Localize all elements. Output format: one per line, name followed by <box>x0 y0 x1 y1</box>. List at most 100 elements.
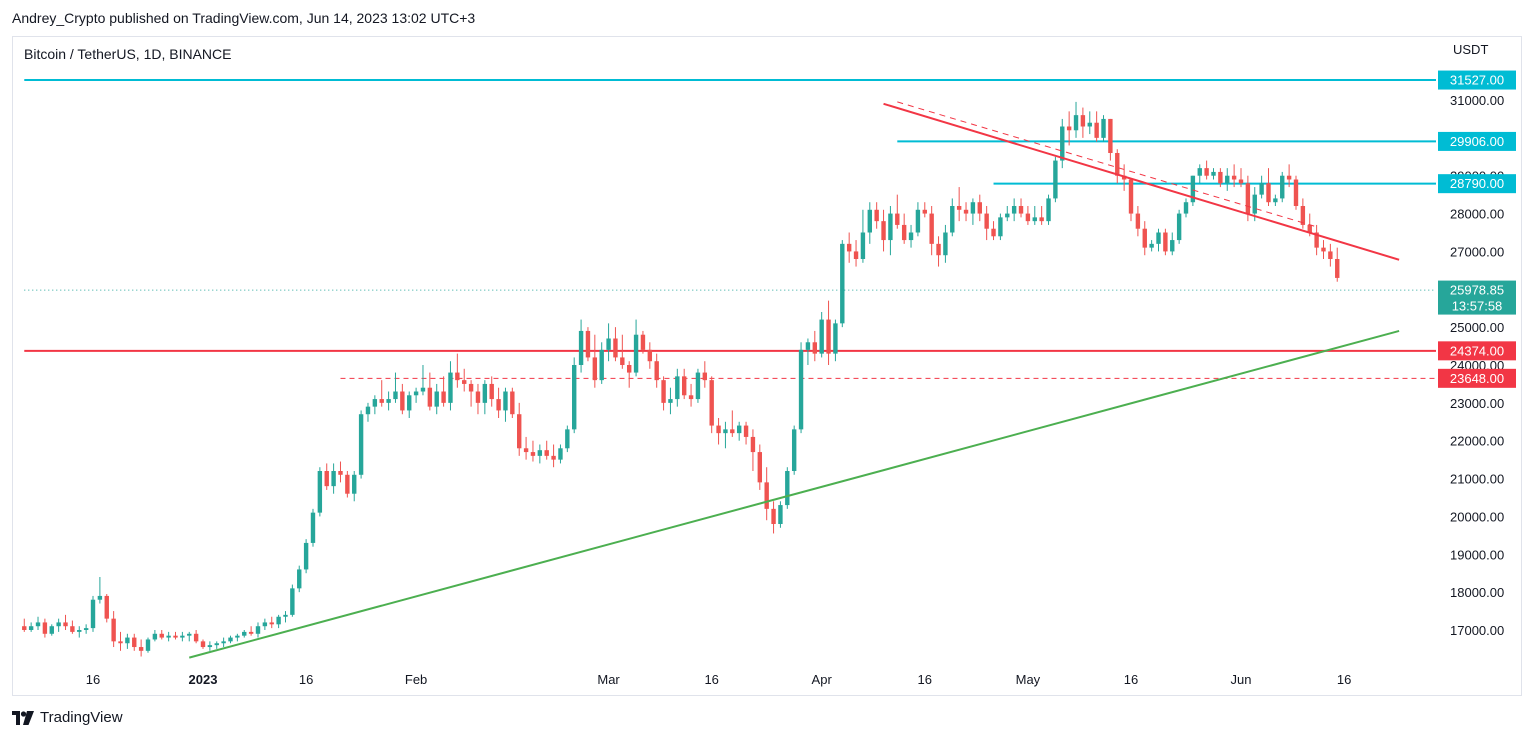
candle-body-128 <box>901 224 907 241</box>
candle-body-100 <box>709 380 714 426</box>
candle-body-43 <box>317 471 323 513</box>
price-tag-5 <box>1438 368 1516 388</box>
price-tag-0 <box>1438 70 1516 90</box>
candle-body-33 <box>248 631 254 634</box>
candle-body-29 <box>221 641 226 644</box>
candle-body-56 <box>407 395 412 411</box>
candle-body-167 <box>1170 240 1175 252</box>
candle-body-113 <box>798 349 804 430</box>
y-tick-label-2: 19000.00 <box>1450 547 1504 562</box>
tradingview-logo-icon <box>12 710 34 725</box>
y-tick-label-6: 23000.00 <box>1450 396 1504 411</box>
x-tick-label-10: Jun <box>1231 672 1252 687</box>
candle-body-48 <box>352 474 357 494</box>
candle-body-18 <box>145 639 151 651</box>
x-tick-label-8: May <box>1016 672 1041 687</box>
candle-body-40 <box>297 569 302 589</box>
candle-body-42 <box>310 512 316 543</box>
candle-body-109 <box>771 508 776 524</box>
time-axis: 16 2023 16 Feb Mar 16 Apr 16 May 16 Jun 16 <box>86 672 1352 687</box>
candle-body-69 <box>496 399 501 411</box>
candle-body-1 <box>28 626 34 630</box>
candle-body-101 <box>716 425 721 434</box>
x-tick-label-3: Feb <box>405 672 427 687</box>
candle-body-173 <box>1211 171 1216 176</box>
candle-body-189 <box>1321 247 1326 252</box>
candle-body-152 <box>1066 126 1072 131</box>
candle-body-10 <box>90 599 96 629</box>
x-tick-label-2: 16 <box>299 672 313 687</box>
x-tick-label-1: 2023 <box>189 672 218 687</box>
candle-body-118 <box>833 323 838 354</box>
price-tag-4 <box>1438 341 1516 361</box>
candle-body-120 <box>846 243 852 252</box>
price-axis-currency: USDT <box>1453 42 1489 57</box>
candle-body-28 <box>214 643 219 646</box>
candle-body-138 <box>970 202 976 214</box>
candle-body-55 <box>400 391 405 411</box>
candles <box>22 101 1340 657</box>
candle-body-153 <box>1073 115 1079 131</box>
candle-body-11 <box>97 595 103 600</box>
candle-body-9 <box>83 628 89 630</box>
candle-body-174 <box>1218 171 1223 184</box>
candle-body-145 <box>1018 206 1024 214</box>
candle-body-62 <box>448 372 453 403</box>
y-tick-label-5: 22000.00 <box>1450 434 1504 449</box>
candle-body-76 <box>544 450 549 456</box>
candle-body-79 <box>565 429 570 449</box>
candle-body-94 <box>668 399 673 403</box>
price-tag-3 <box>1438 280 1516 315</box>
candle-body-59 <box>427 387 433 407</box>
candle-body-70 <box>503 391 508 411</box>
candle-body-121 <box>853 251 859 259</box>
candle-body-63 <box>455 372 460 381</box>
candle-body-5 <box>56 622 61 627</box>
candle-body-158 <box>1108 118 1113 153</box>
y-tick-label-1: 18000.00 <box>1450 585 1504 600</box>
candle-body-52 <box>379 399 384 403</box>
candle-body-53 <box>386 399 391 403</box>
candle-body-114 <box>805 342 811 350</box>
candle-body-187 <box>1307 224 1312 233</box>
candle-body-15 <box>125 637 130 644</box>
candle-body-154 <box>1080 115 1086 127</box>
candle-body-73 <box>523 448 529 453</box>
candle-body-39 <box>290 588 295 615</box>
y-tick-label-11: 28000.00 <box>1450 207 1504 222</box>
candle-body-64 <box>462 380 467 384</box>
x-tick-label-9: 16 <box>1124 672 1138 687</box>
candle-body-171 <box>1197 168 1202 176</box>
candle-body-4 <box>49 626 54 634</box>
x-tick-label-4: Mar <box>597 672 620 687</box>
candle-body-157 <box>1101 118 1106 138</box>
candle-body-105 <box>743 425 749 437</box>
candle-body-141 <box>991 228 996 237</box>
trendline-0 <box>188 329 1400 659</box>
candle-body-127 <box>895 213 900 225</box>
candle-body-84 <box>599 349 604 381</box>
candle-body-45 <box>331 471 336 487</box>
candle-body-87 <box>620 357 625 365</box>
candle-body-2 <box>35 622 41 627</box>
candle-body-30 <box>228 637 233 642</box>
candle-body-107 <box>757 452 763 483</box>
candle-body-148 <box>1039 217 1044 222</box>
candle-body-116 <box>819 319 824 354</box>
candle-body-24 <box>187 633 192 636</box>
candle-body-83 <box>592 357 598 381</box>
candle-body-190 <box>1328 251 1333 259</box>
candle-body-140 <box>984 213 989 229</box>
candle-body-65 <box>468 383 474 392</box>
candle-body-93 <box>661 380 666 403</box>
price-tag-2 <box>1438 174 1516 194</box>
publish-info: Andrey_Crypto published on TradingView.c… <box>12 10 476 26</box>
candle-body-75 <box>537 450 543 456</box>
candle-body-146 <box>1025 213 1031 222</box>
candle-body-177 <box>1238 179 1244 184</box>
candle-body-86 <box>613 338 618 358</box>
candle-body-71 <box>510 391 515 415</box>
candle-body-88 <box>626 365 632 373</box>
candle-body-186 <box>1300 206 1306 225</box>
